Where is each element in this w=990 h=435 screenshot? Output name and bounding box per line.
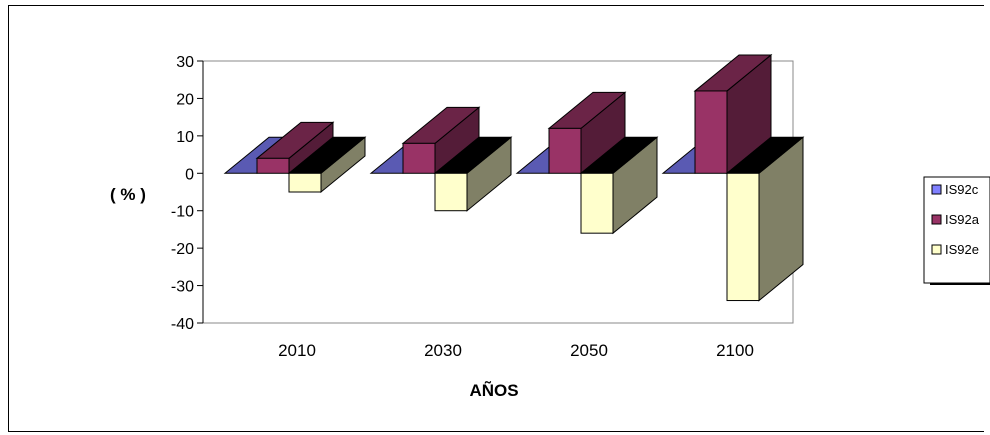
bar-front — [434, 172, 468, 212]
bar-front — [694, 90, 728, 174]
bar-IS92a-2030 — [401, 106, 481, 175]
y-tick-label: -20 — [171, 241, 194, 258]
legend-swatch-0 — [931, 184, 942, 195]
legend-label-2: IS92e — [945, 242, 979, 257]
y-tick-label: 20 — [176, 91, 194, 108]
y-tick-label: 10 — [176, 129, 194, 146]
bar-front — [402, 142, 436, 174]
y-tick-labels: 30 20 10 0 -10 -20 -30 -40 — [171, 54, 194, 333]
x-category-label: 2100 — [716, 341, 754, 360]
legend-swatch-2 — [931, 244, 942, 255]
bar-IS92a-2100 — [693, 53, 773, 175]
y-axis — [197, 60, 204, 324]
x-category-label: 2050 — [570, 341, 608, 360]
y-tick-label: -30 — [171, 279, 194, 296]
y-tick-label: -10 — [171, 204, 194, 221]
legend-label-1: IS92a — [945, 212, 980, 227]
bar-front — [580, 172, 614, 234]
bar-front — [726, 172, 760, 302]
bar-IS92e-2050 — [579, 136, 659, 235]
bar-front — [548, 127, 582, 174]
x-category-label: 2010 — [278, 341, 316, 360]
legend-swatch-1 — [931, 214, 942, 225]
legend: IS92c IS92a IS92e — [923, 176, 990, 285]
bar-IS92e-2010 — [287, 136, 367, 194]
y-tick-label: 0 — [185, 166, 194, 183]
x-category-label: 2030 — [424, 341, 462, 360]
y-tick-label: -40 — [171, 316, 194, 333]
x-category-labels: 2010 2030 2050 2100 — [278, 341, 754, 360]
legend-box — [923, 176, 990, 284]
bar-IS92e-2100 — [725, 136, 805, 302]
bars-layer — [223, 53, 805, 302]
legend-label-0: IS92c — [945, 182, 979, 197]
bar-IS92e-2030 — [433, 136, 513, 212]
y-axis-title: ( % ) — [110, 185, 146, 204]
y-tick-label: 30 — [176, 54, 194, 71]
bar-front — [256, 157, 290, 174]
bar-front — [288, 172, 322, 193]
x-axis-title: AÑOS — [469, 380, 518, 400]
